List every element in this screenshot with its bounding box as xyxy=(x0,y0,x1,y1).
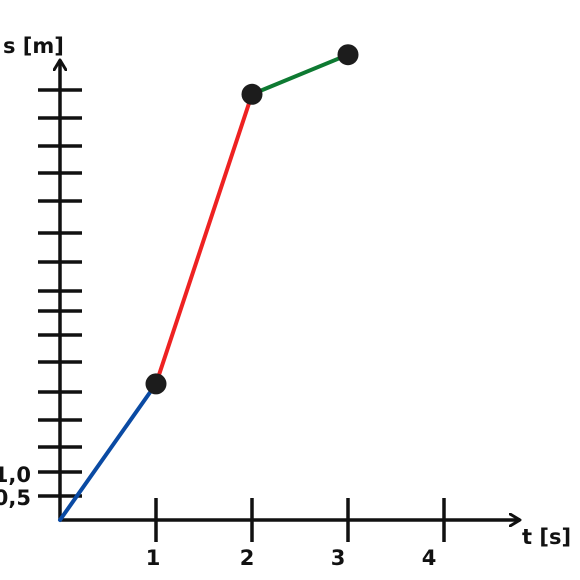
series-line-3 xyxy=(250,52,350,97)
data-point-marker xyxy=(241,83,263,105)
y-tick-label: 0,5 xyxy=(0,486,31,510)
x-tick-label: 2 xyxy=(240,546,255,570)
y-axis-label: s [m] xyxy=(3,34,64,58)
data-point-marker xyxy=(145,373,167,395)
data-point-marker xyxy=(337,44,359,66)
x-tick-label: 4 xyxy=(422,546,437,570)
y-tick-label: 1,0 xyxy=(0,463,31,487)
series-line-1 xyxy=(58,381,158,522)
x-tick-label: 1 xyxy=(146,546,161,570)
x-axis-label: t [s] xyxy=(522,525,571,549)
series-line-2 xyxy=(154,92,254,386)
x-tick-label: 3 xyxy=(331,546,346,570)
